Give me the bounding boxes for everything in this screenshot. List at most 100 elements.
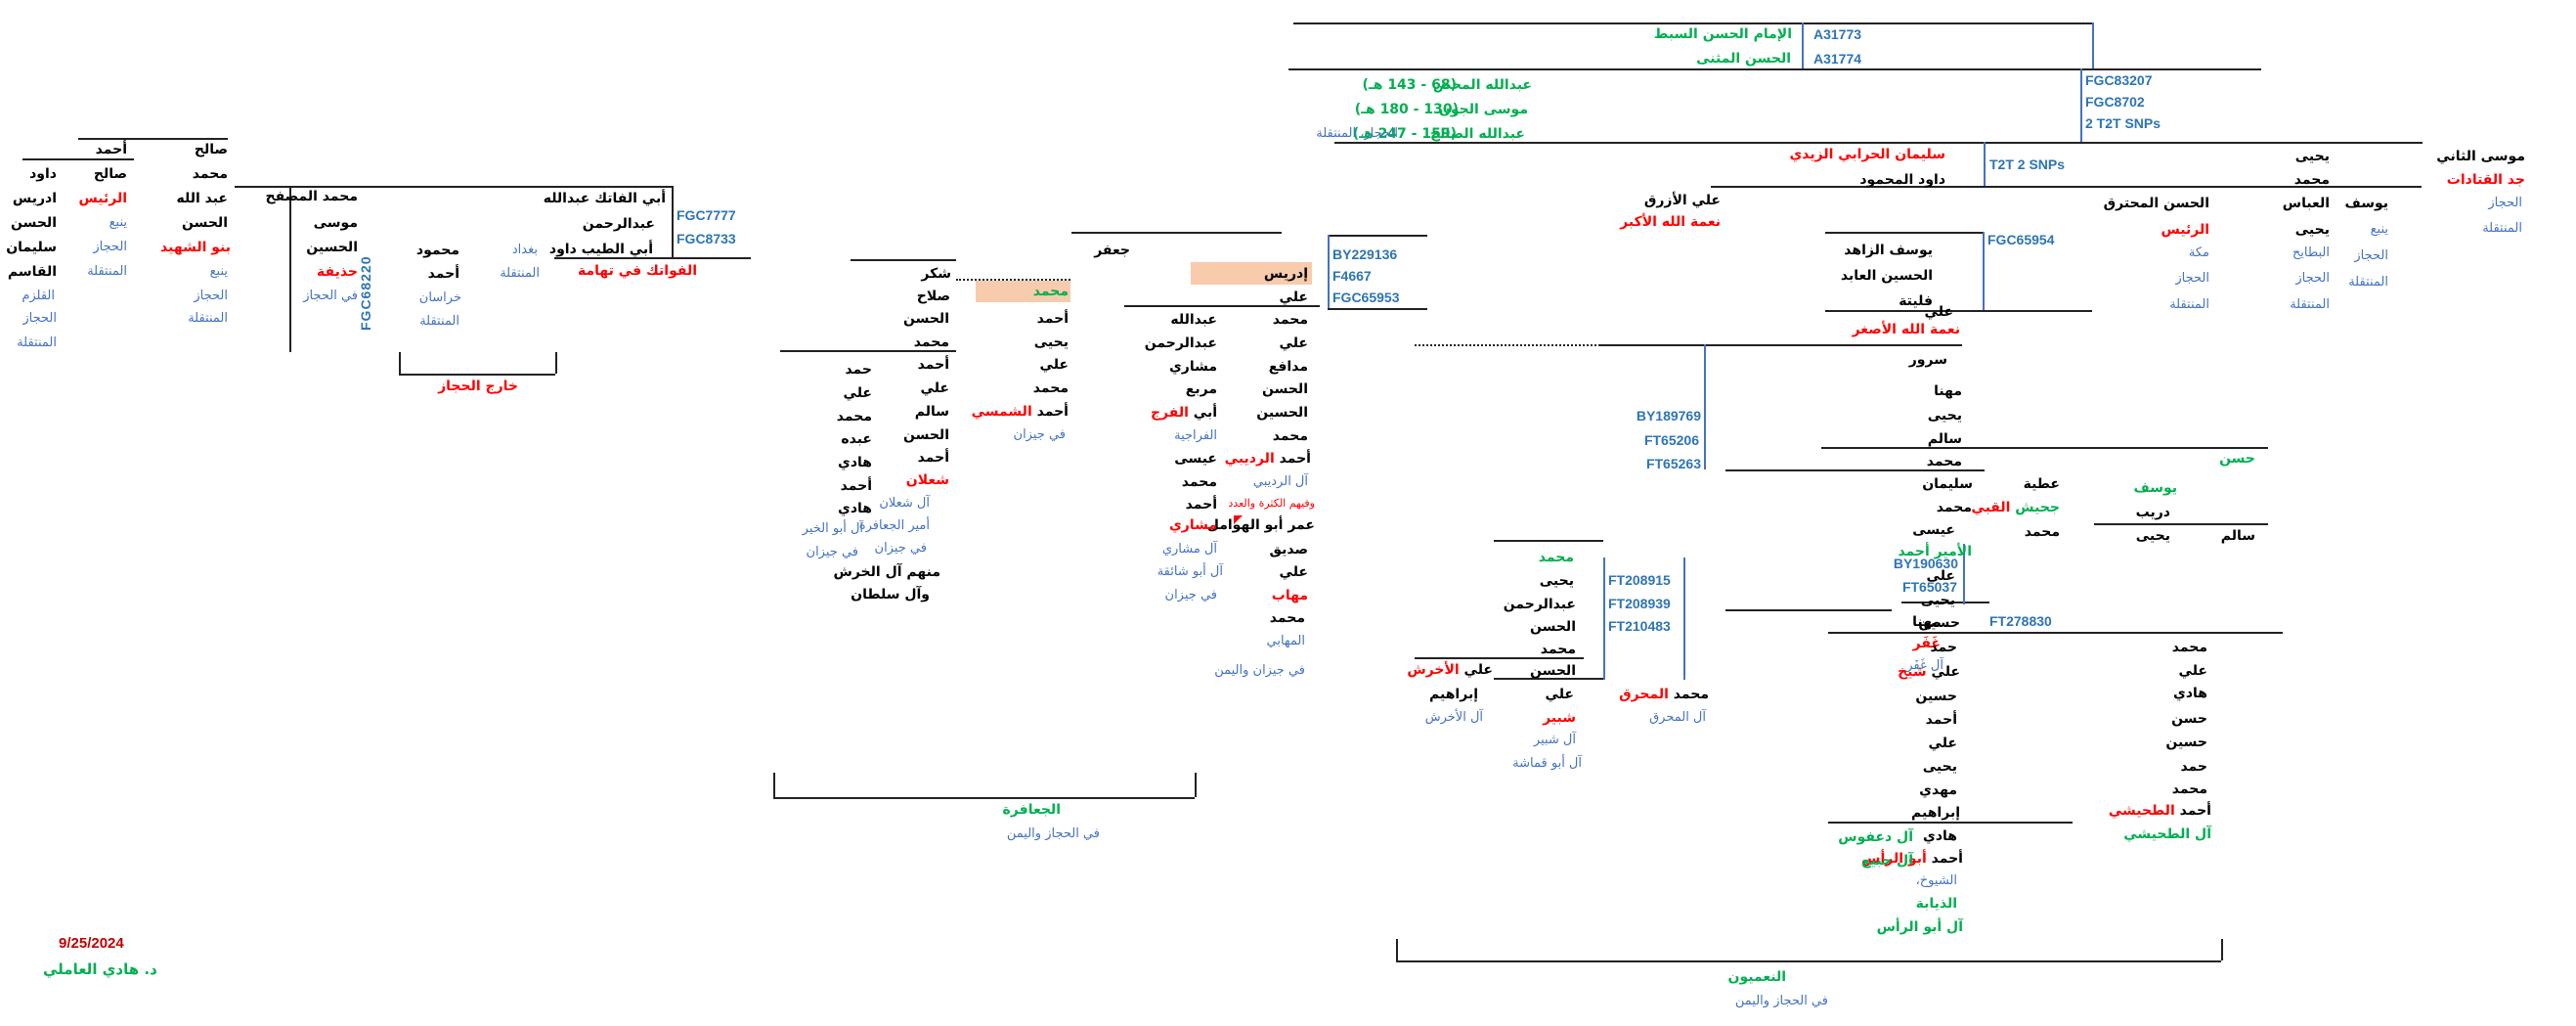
person-cell[interactable]: حمد: [2180, 759, 2207, 775]
person-cell[interactable]: الحسن: [1262, 381, 1308, 397]
person-cell[interactable]: جحيش القبي: [1971, 500, 2060, 515]
person-cell[interactable]: حذيفة: [317, 264, 358, 280]
location-label[interactable]: الحجاز: [2354, 248, 2388, 263]
person-cell[interactable]: شكر: [921, 266, 951, 282]
lineage-label[interactable]: الإمام الحسن السبط: [1653, 26, 1792, 42]
person-cell[interactable]: محمد: [1272, 428, 1308, 444]
snp-code-label[interactable]: FT208915: [1608, 572, 1671, 588]
person-cell[interactable]: مهنا: [1934, 383, 1962, 399]
location-label[interactable]: آل الأخرش: [1424, 710, 1483, 725]
location-label[interactable]: في جيزان: [806, 545, 858, 559]
person-cell[interactable]: إبراهيم: [1429, 687, 1478, 702]
person-cell[interactable]: الحسن المحترق: [2103, 196, 2209, 211]
snp-code-label[interactable]: FGC8702: [2085, 94, 2145, 110]
person-cell[interactable]: محمد: [2293, 172, 2330, 188]
person-cell[interactable]: موسى الثاني: [2436, 149, 2525, 164]
person-cell[interactable]: محمد: [1272, 312, 1308, 328]
person-cell[interactable]: الفواتك في تهامة: [578, 263, 697, 279]
location-label[interactable]: في جيزان واليمن: [1214, 663, 1305, 678]
person-cell[interactable]: سالم: [2220, 528, 2255, 544]
lineage-label[interactable]: آل دعفوس: [1838, 829, 1913, 845]
person-cell[interactable]: أبي الطيب داود: [548, 242, 653, 257]
person-cell[interactable]: يحيى: [2294, 149, 2330, 164]
location-label[interactable]: المنتقلة: [2290, 297, 2330, 312]
person-cell[interactable]: الحسن: [903, 311, 949, 327]
location-label[interactable]: آل أبو قماشة: [1512, 756, 1582, 771]
snp-code-label[interactable]: BY189769: [1636, 408, 1701, 424]
location-label[interactable]: مكة: [2188, 245, 2209, 260]
snp-code-label[interactable]: FGC8733: [677, 231, 736, 246]
person-cell[interactable]: داود: [29, 166, 57, 182]
location-label[interactable]: آل مشاري: [1161, 542, 1217, 557]
location-label[interactable]: بغداد: [511, 243, 538, 257]
location-label[interactable]: ينبع: [2370, 222, 2388, 237]
person-cell[interactable]: محمد: [1540, 642, 1576, 657]
lineage-label[interactable]: (68 - 143 هـ): [1362, 77, 1457, 93]
person-cell[interactable]: الحسن: [1530, 663, 1576, 679]
snp-code-label[interactable]: F4667: [1332, 268, 1372, 284]
snp-code-label[interactable]: BY229136: [1332, 246, 1398, 262]
lineage-label[interactable]: الحسن المثنى: [1696, 51, 1791, 67]
person-cell[interactable]: مدافع: [1268, 359, 1308, 375]
person-cell[interactable]: العباس: [2282, 196, 2330, 211]
location-label[interactable]: في جيزان: [1164, 588, 1217, 602]
person-cell[interactable]: عبد الله: [176, 191, 229, 206]
person-cell[interactable]: علي: [1279, 335, 1308, 351]
location-label[interactable]: خراسان: [418, 290, 461, 305]
person-cell[interactable]: دريب: [2135, 505, 2170, 520]
person-cell[interactable]: الحسن: [182, 215, 228, 231]
person-cell[interactable]: عبدالرحمن: [1503, 597, 1576, 612]
person-cell[interactable]: محمد: [1269, 610, 1305, 626]
location-label[interactable]: المنتقلة: [17, 335, 57, 350]
person-cell[interactable]: محمد: [1181, 474, 1217, 490]
person-cell[interactable]: شبير: [1543, 710, 1576, 726]
person-cell[interactable]: أحمد: [1925, 712, 1957, 728]
person-cell[interactable]: صالح: [194, 142, 228, 157]
location-label[interactable]: في الحجاز واليمن: [1734, 994, 1828, 1008]
location-label[interactable]: الحجاز: [93, 240, 127, 254]
person-cell[interactable]: إبراهيم: [1911, 805, 1960, 821]
lineage-label[interactable]: آل أبو الرأس: [1876, 919, 1963, 935]
person-cell[interactable]: نعمة الله الأكبر: [1620, 214, 1721, 230]
location-label[interactable]: الشيوخ،: [1915, 873, 1957, 888]
person-cell[interactable]: الحسن: [11, 215, 57, 231]
person-cell[interactable]: عطية: [2023, 476, 2060, 492]
person-cell[interactable]: غَفَر: [1912, 636, 1941, 651]
person-cell[interactable]: هادي: [838, 455, 872, 470]
person-cell[interactable]: الحسين: [1256, 405, 1308, 421]
person-cell[interactable]: أحمد: [1036, 311, 1069, 327]
lineage-label[interactable]: الجعافرة: [1002, 802, 1061, 818]
lineage-label[interactable]: (159 - 247 هـ): [1352, 126, 1457, 142]
lineage-label[interactable]: محمد: [1032, 284, 1069, 299]
lineage-label[interactable]: يوسف: [2133, 480, 2177, 496]
person-cell[interactable]: أحمد: [1185, 497, 1217, 513]
location-label[interactable]: الفراجية: [1174, 428, 1217, 443]
person-cell[interactable]: محمد: [2171, 640, 2207, 655]
location-label[interactable]: في جيزان: [874, 541, 927, 556]
person-cell[interactable]: يحيى: [1927, 408, 1962, 424]
person-cell[interactable]: يحيى: [2135, 528, 2170, 544]
snp-code-label[interactable]: FGC83207: [2085, 72, 2153, 88]
location-label[interactable]: ينبع: [109, 215, 127, 230]
lineage-label[interactable]: آل الطحيشي: [2123, 826, 2211, 842]
snp-code-label[interactable]: FT210483: [1608, 618, 1671, 634]
snp-code-label[interactable]: FT65037: [1901, 579, 1957, 595]
person-cell[interactable]: جد القتادات: [2446, 172, 2525, 188]
person-cell[interactable]: يوسف: [2344, 196, 2388, 211]
location-label[interactable]: المهابي: [1266, 634, 1306, 648]
person-cell[interactable]: علي: [2178, 663, 2207, 679]
lineage-label[interactable]: عبدالله الصالح: [1430, 126, 1525, 142]
person-cell[interactable]: سالم: [1927, 431, 1962, 447]
person-cell[interactable]: يحيى: [1920, 593, 1955, 608]
person-cell[interactable]: مشاري: [1168, 517, 1217, 533]
person-cell[interactable]: علي: [1924, 304, 1953, 320]
snp-code-label[interactable]: FGC7777: [677, 207, 736, 223]
person-cell[interactable]: الحسين: [306, 240, 358, 255]
lineage-label[interactable]: عبدالله المحض: [1432, 77, 1532, 93]
location-label[interactable]: آل الرديبي: [1252, 474, 1308, 489]
person-cell[interactable]: محمود: [415, 243, 459, 258]
person-cell[interactable]: محمد: [913, 335, 949, 350]
person-cell[interactable]: بنو الشهيد: [160, 240, 231, 255]
person-cell[interactable]: جعفر: [1094, 243, 1130, 258]
person-cell[interactable]: أحمد الطحيشي: [2109, 803, 2211, 819]
